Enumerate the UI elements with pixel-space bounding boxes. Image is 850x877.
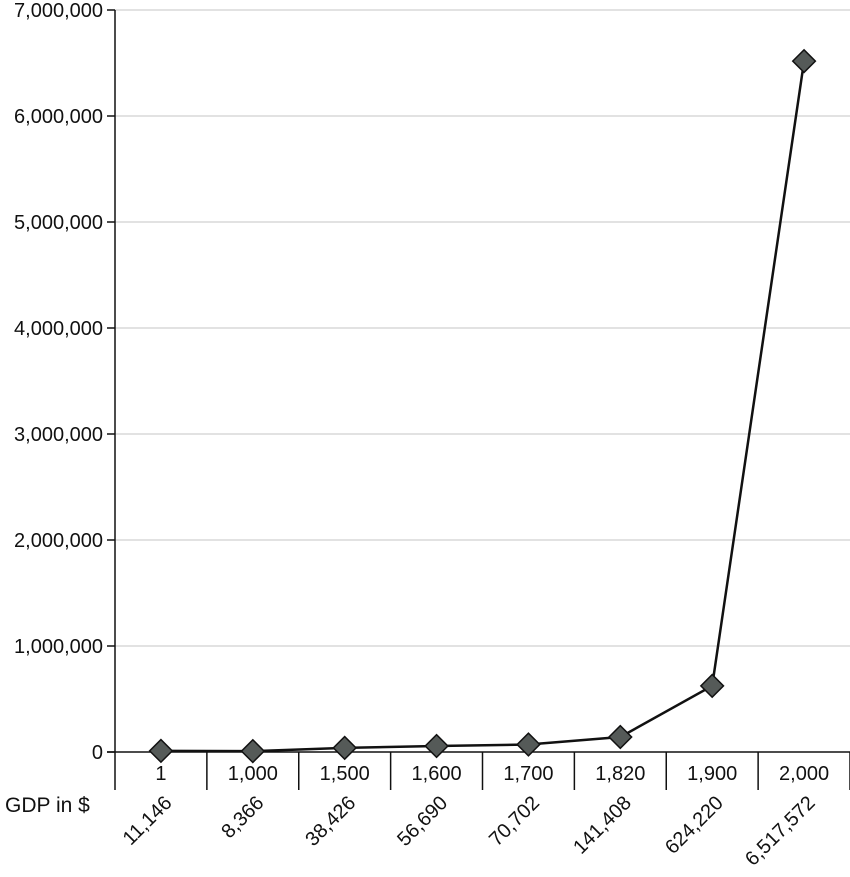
x-tick-label: 1,600 (412, 763, 462, 785)
value-label: 38,426 (301, 792, 360, 851)
series-line (160, 60, 806, 753)
x-tick-label: 1,700 (503, 763, 553, 785)
x-axis-table: 1 11,146 1,000 8,366 1,500 38,426 1,600 56,690 1… (107, 751, 850, 870)
y-tick-label: 1,000,000 (14, 636, 103, 658)
data-point-marker (791, 48, 817, 74)
y-tick-label: 5,000,000 (14, 212, 103, 234)
y-tick-label: 2,000,000 (14, 530, 103, 552)
value-label: 70,702 (485, 792, 544, 851)
y-tick-label: 3,000,000 (14, 424, 103, 446)
x-tick-label: 2,000 (779, 763, 829, 785)
value-label: 11,146 (119, 792, 177, 850)
x-tick-label: 1 (155, 763, 166, 785)
row-label-gdp: GDP in $ (5, 794, 90, 817)
data-point-marker (332, 735, 358, 761)
data-point-marker (699, 673, 725, 699)
value-label: 141,408 (569, 792, 636, 859)
value-label: 6,517,572 (741, 792, 819, 870)
x-tick-label: 1,000 (228, 763, 278, 785)
y-axis: 0 1,000,000 2,000,000 3,000,000 4,000,000 5,0… (14, 0, 116, 790)
data-point-marker (424, 733, 449, 759)
data-point-marker (607, 724, 633, 750)
gridlines (115, 9, 850, 647)
y-tick-label: 0 (92, 742, 103, 764)
series-gdp (148, 48, 817, 764)
data-point-marker (240, 738, 266, 764)
x-tick-label: 1,500 (320, 763, 370, 785)
y-tick-label: 4,000,000 (14, 318, 103, 340)
value-label: 8,366 (217, 792, 268, 843)
x-tick-label: 1,820 (595, 763, 645, 785)
value-label: 56,690 (393, 792, 452, 851)
data-point-marker (516, 732, 541, 757)
data-point-marker (148, 738, 174, 764)
x-tick-label: 1,900 (687, 763, 737, 785)
value-label: 624,220 (661, 792, 728, 859)
y-tick-label: 6,000,000 (14, 106, 103, 128)
y-tick-label: 7,000,000 (14, 0, 103, 22)
